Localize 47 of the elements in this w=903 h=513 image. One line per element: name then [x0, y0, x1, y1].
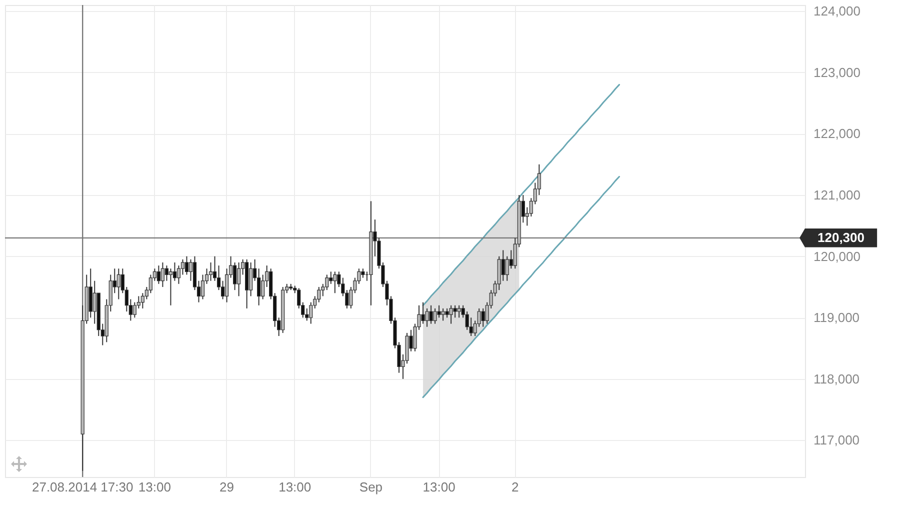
candlestick	[208, 262, 213, 282]
candlestick	[441, 308, 445, 322]
candlestick	[309, 302, 313, 324]
candlestick	[261, 274, 265, 300]
ref-line-label: 120,300	[818, 230, 864, 245]
x-tick-label: Sep	[359, 480, 383, 494]
candlestick	[329, 271, 333, 284]
candlestick	[172, 262, 177, 282]
candlestick	[469, 317, 473, 337]
candlestick	[333, 271, 337, 294]
candlestick	[453, 304, 457, 318]
x-tick-label: 27.08.2014 17:30	[32, 480, 134, 494]
candlestick	[481, 308, 485, 328]
candlestick	[445, 308, 449, 318]
y-tick-label: 124,000	[814, 4, 860, 19]
candlestick	[457, 304, 461, 318]
candlestick	[501, 250, 505, 282]
candlestick	[249, 262, 253, 297]
candlestick	[160, 262, 164, 288]
y-tick-label: 122,000	[814, 126, 860, 142]
x-tick-label: 13:00	[138, 480, 171, 494]
x-tick-label: 29	[220, 480, 234, 494]
line-series	[422, 176, 620, 398]
y-tick-label: 120,000	[814, 248, 860, 264]
candlestick	[421, 302, 425, 324]
candlestick	[156, 265, 160, 284]
candlestick	[429, 304, 433, 324]
candlestick	[361, 268, 365, 278]
candlestick	[168, 268, 173, 306]
candlestick	[184, 256, 189, 276]
candlestick	[449, 304, 453, 324]
candlestick	[437, 304, 441, 318]
candlestick	[236, 262, 241, 297]
y-tick-label: 121,000	[814, 188, 860, 203]
candlestick	[180, 258, 185, 276]
x-tick-label: 13:00	[422, 480, 456, 494]
y-tick-label: 119,000	[814, 310, 860, 326]
candlestick	[200, 274, 205, 300]
candlestick	[433, 308, 437, 324]
candlestick	[224, 268, 229, 303]
y-tick-label: 118,000	[814, 371, 860, 386]
x-tick-label: 13:00	[278, 480, 312, 494]
candlestick	[116, 268, 120, 300]
y-tick-label: 123,000	[814, 64, 860, 80]
line-series	[422, 84, 620, 306]
y-tick-label: 117,000	[814, 432, 860, 448]
x-tick-label: 2	[512, 480, 519, 494]
